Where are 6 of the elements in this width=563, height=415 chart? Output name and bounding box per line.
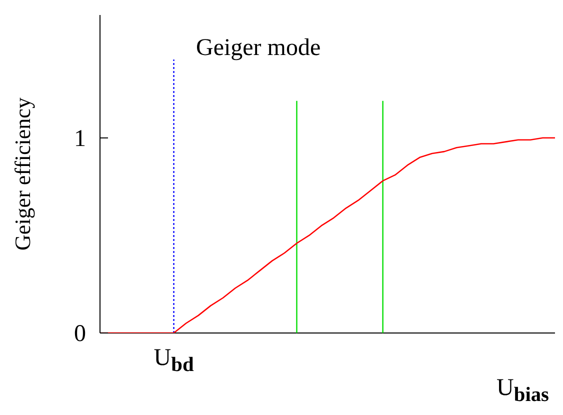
text: Geiger mode <box>196 34 321 61</box>
text: U$_{bd}$ <box>154 345 194 376</box>
y-axis-title: Geiger efficiency <box>10 98 35 250</box>
x-axis-title: U$_{bias}$ <box>496 375 550 406</box>
text: 0 <box>74 321 86 347</box>
text: 1 <box>74 126 86 152</box>
